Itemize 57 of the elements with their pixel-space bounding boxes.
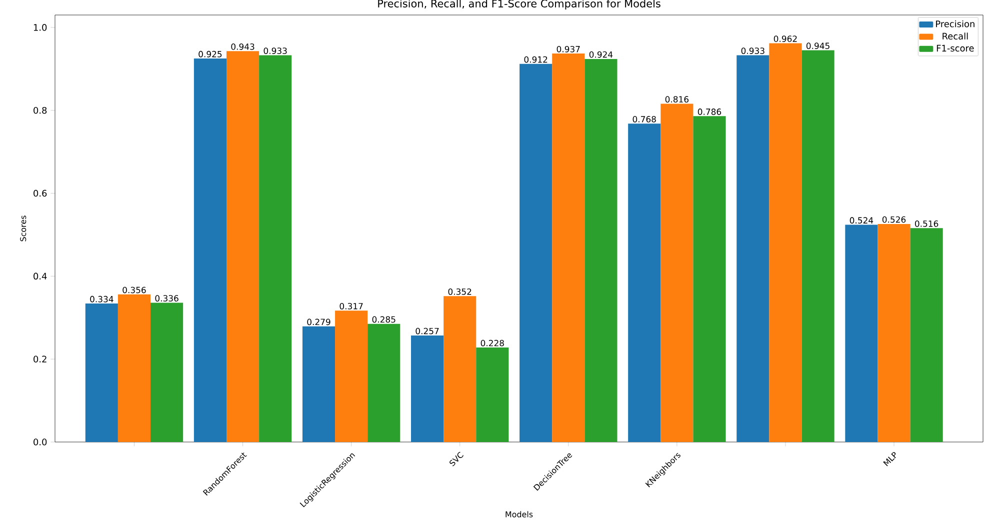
bar — [150, 302, 184, 442]
data-label: 0.356 — [122, 286, 146, 294]
data-label: 0.945 — [806, 42, 830, 50]
bar — [476, 347, 509, 442]
bar — [302, 326, 336, 442]
data-label: 0.924 — [589, 51, 613, 58]
data-label: 0.352 — [448, 288, 472, 295]
data-label: 0.279 — [307, 318, 330, 326]
bar — [118, 294, 151, 442]
bar — [736, 55, 770, 442]
data-label: 0.816 — [665, 96, 689, 103]
bar — [411, 335, 444, 442]
bar — [226, 51, 260, 442]
y-tick-label: 0.2 — [34, 356, 46, 362]
bar — [660, 104, 694, 442]
data-label: 0.516 — [915, 220, 938, 227]
y-tick-label: 0.0 — [34, 438, 47, 446]
data-label: 0.768 — [632, 116, 656, 122]
data-label: 0.285 — [372, 316, 396, 323]
legend-label: Recall — [942, 32, 968, 40]
data-label: 0.334 — [90, 296, 114, 302]
bar — [552, 54, 585, 442]
bar — [520, 64, 552, 442]
data-label: 0.228 — [480, 340, 504, 346]
data-label: 0.786 — [698, 108, 722, 115]
data-label: 0.933 — [264, 48, 287, 54]
data-label: 0.937 — [556, 46, 580, 52]
legend-label: F1-score — [936, 44, 974, 52]
y-tick-label: 0.6 — [34, 190, 47, 197]
bar — [444, 296, 476, 442]
bar — [584, 58, 618, 442]
bar — [769, 43, 802, 442]
bar — [335, 310, 368, 442]
bar — [259, 55, 292, 442]
y-tick-label: 1.0 — [34, 24, 47, 31]
bar — [878, 224, 910, 442]
bar — [845, 224, 878, 442]
data-label: 0.526 — [882, 216, 906, 223]
y-tick-label: 0.8 — [34, 106, 47, 114]
data-label: 0.317 — [340, 302, 363, 310]
bar — [802, 50, 834, 442]
data-label: 0.257 — [416, 328, 439, 334]
bar — [194, 58, 226, 442]
data-label: 0.912 — [524, 56, 548, 63]
bar — [628, 124, 661, 442]
bar — [910, 228, 943, 442]
data-label: 0.962 — [774, 36, 797, 42]
data-label: 0.943 — [231, 43, 254, 50]
legend-label: Precision — [936, 20, 974, 28]
bar — [85, 304, 118, 442]
y-tick-label: 0.4 — [34, 272, 47, 280]
data-label: 0.336 — [155, 295, 178, 302]
bar — [693, 116, 726, 442]
bar — [368, 324, 400, 442]
data-label: 0.925 — [198, 50, 222, 58]
data-label: 0.524 — [850, 217, 874, 224]
data-label: 0.933 — [741, 48, 764, 54]
